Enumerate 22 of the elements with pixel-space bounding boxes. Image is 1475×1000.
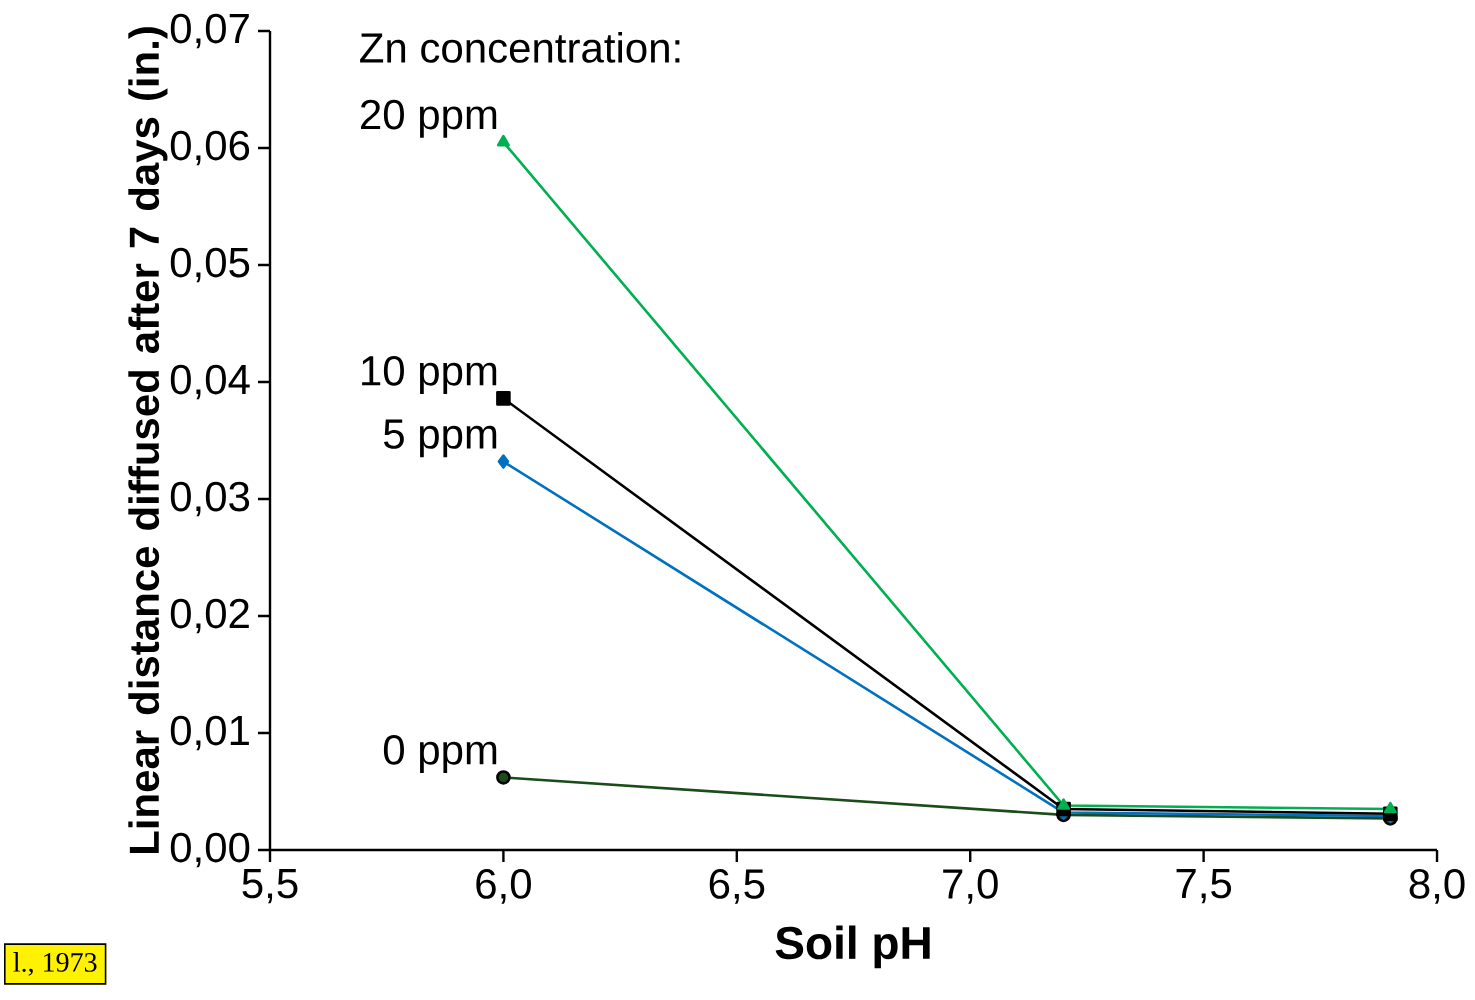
y-tick-label: 0,03 [170, 481, 250, 517]
x-tick-label: 8,0 [1409, 869, 1465, 904]
x-axis-title: Soil pH [775, 925, 930, 969]
series-label: 5 ppm [383, 419, 497, 458]
y-tick-label: 0,06 [170, 130, 250, 166]
x-tick-label: 5,5 [242, 869, 298, 904]
series-label: 20 ppm [361, 99, 497, 138]
y-tick-label: 0,00 [170, 832, 250, 868]
y-tick-label: 0,07 [170, 13, 249, 49]
x-tick-label: 7,5 [1176, 869, 1232, 904]
series-label: 10 ppm [362, 355, 497, 394]
y-tick-label: 0,04 [170, 364, 250, 400]
series-label: 0 ppm [383, 735, 497, 774]
x-tick-label: 6,0 [476, 869, 531, 904]
y-axis-title: Linear distance diffused after 7 days (in.) [128, 27, 168, 854]
annotation: Zn concentration: [360, 31, 680, 63]
x-tick-label: 6,5 [709, 869, 765, 904]
x-tick-label: 7,0 [943, 869, 998, 904]
text: l., 1973 [13, 952, 97, 976]
y-tick-label: 0,05 [170, 247, 250, 283]
y-tick-label: 0,02 [170, 598, 249, 634]
y-tick-label: 0,01 [170, 715, 249, 751]
